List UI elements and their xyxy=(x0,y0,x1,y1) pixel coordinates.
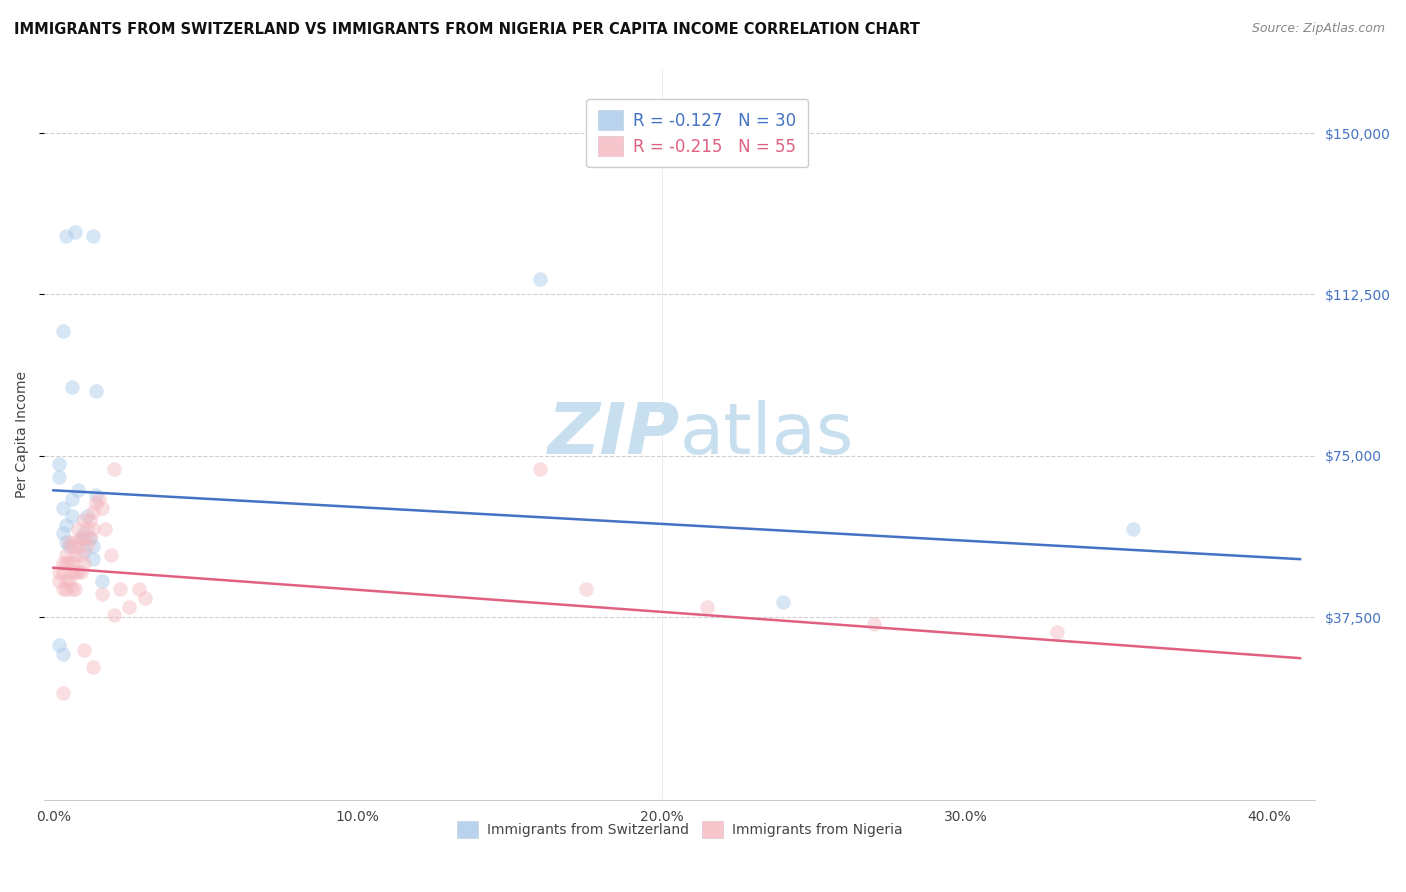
Point xyxy=(82,552,104,566)
Point xyxy=(51,582,73,597)
Point xyxy=(1046,625,1069,640)
Point xyxy=(91,500,114,515)
Point xyxy=(51,500,73,515)
Point xyxy=(82,522,104,536)
Point xyxy=(73,526,96,541)
Point xyxy=(60,380,83,394)
Point xyxy=(73,531,96,545)
Point xyxy=(69,531,91,545)
Point xyxy=(51,526,73,541)
Point xyxy=(60,565,83,579)
Point xyxy=(51,324,73,338)
Point xyxy=(63,565,86,579)
Point xyxy=(48,574,70,588)
Point xyxy=(66,483,89,498)
Point xyxy=(55,229,77,244)
Point xyxy=(60,491,83,506)
Point xyxy=(87,491,110,506)
Point xyxy=(82,659,104,673)
Point xyxy=(48,458,70,472)
Point xyxy=(529,272,551,286)
Point xyxy=(772,595,794,609)
Point xyxy=(103,608,125,623)
Point xyxy=(51,647,73,661)
Point xyxy=(48,470,70,484)
Point xyxy=(76,539,98,553)
Point xyxy=(110,582,132,597)
Point xyxy=(82,505,104,519)
Point xyxy=(60,509,83,524)
Point xyxy=(91,574,114,588)
Point xyxy=(63,535,86,549)
Point xyxy=(84,487,107,501)
Point xyxy=(73,543,96,558)
Point xyxy=(84,384,107,399)
Point xyxy=(73,557,96,571)
Point xyxy=(91,586,114,600)
Point xyxy=(73,642,96,657)
Point xyxy=(696,599,718,614)
Point xyxy=(118,599,141,614)
Point xyxy=(48,638,70,652)
Point xyxy=(55,582,77,597)
Point xyxy=(69,565,91,579)
Point xyxy=(69,531,91,545)
Point xyxy=(55,535,77,549)
Point xyxy=(60,582,83,597)
Point xyxy=(100,548,122,562)
Point xyxy=(128,582,150,597)
Point xyxy=(63,582,86,597)
Point xyxy=(58,557,80,571)
Point xyxy=(48,565,70,579)
Point xyxy=(51,565,73,579)
Point xyxy=(1122,522,1144,536)
Point xyxy=(103,462,125,476)
Point xyxy=(529,462,551,476)
Point xyxy=(76,509,98,524)
Point xyxy=(69,548,91,562)
Point xyxy=(82,229,104,244)
Point xyxy=(73,513,96,527)
Point xyxy=(60,557,83,571)
Legend: Immigrants from Switzerland, Immigrants from Nigeria: Immigrants from Switzerland, Immigrants … xyxy=(450,814,910,845)
Point xyxy=(79,531,101,545)
Point xyxy=(66,565,89,579)
Text: atlas: atlas xyxy=(679,400,855,469)
Point xyxy=(863,616,886,631)
Point xyxy=(82,539,104,553)
Text: Source: ZipAtlas.com: Source: ZipAtlas.com xyxy=(1251,22,1385,36)
Point xyxy=(94,522,117,536)
Point xyxy=(63,548,86,562)
Point xyxy=(51,557,73,571)
Y-axis label: Per Capita Income: Per Capita Income xyxy=(15,371,30,498)
Point xyxy=(55,548,77,562)
Point xyxy=(60,539,83,553)
Point xyxy=(63,225,86,239)
Text: ZIP: ZIP xyxy=(547,400,679,469)
Text: IMMIGRANTS FROM SWITZERLAND VS IMMIGRANTS FROM NIGERIA PER CAPITA INCOME CORRELA: IMMIGRANTS FROM SWITZERLAND VS IMMIGRANT… xyxy=(14,22,920,37)
Point xyxy=(76,522,98,536)
Point xyxy=(79,531,101,545)
Point xyxy=(574,582,596,597)
Point xyxy=(66,539,89,553)
Point xyxy=(58,539,80,553)
Point xyxy=(79,513,101,527)
Point xyxy=(58,535,80,549)
Point xyxy=(58,574,80,588)
Point xyxy=(134,591,156,605)
Point xyxy=(66,522,89,536)
Point xyxy=(51,685,73,699)
Point xyxy=(55,574,77,588)
Point xyxy=(84,496,107,510)
Point xyxy=(55,557,77,571)
Point xyxy=(55,517,77,532)
